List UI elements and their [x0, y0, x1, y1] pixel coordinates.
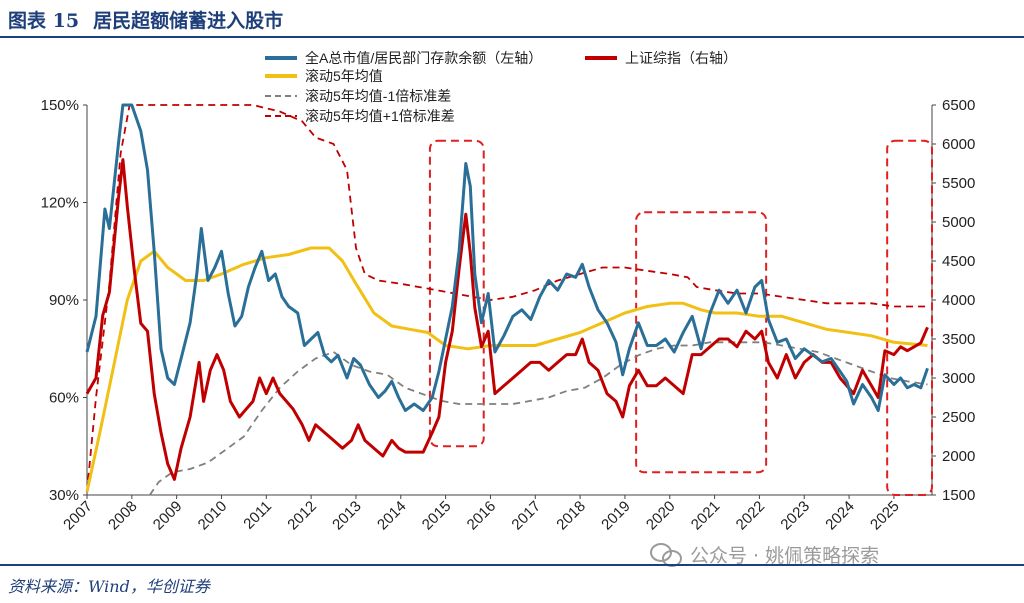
legend: 全A总市值/居民部门存款余额（左轴） 上证综指（右轴） 滚动5年均值滚动5年均值-1…	[265, 50, 737, 124]
x-tick-label: 2019	[598, 498, 634, 534]
figure-title: 图表 15 居民超额储蓄进入股市	[8, 4, 283, 34]
x-tick-label: 2011	[240, 498, 275, 533]
axes: 30% 60% 90% 120% 150% 1500 2000 2500 3000 3500 400…	[41, 97, 976, 533]
x-tick-label: 2017	[508, 498, 544, 534]
x-tick-label: 2024	[822, 498, 858, 534]
source-note: 资料来源：Wind，华创证券	[8, 577, 210, 596]
left-tick-label: 30%	[49, 487, 79, 504]
series-line-3	[149, 341, 928, 496]
series-line-1	[85, 158, 929, 481]
x-tick-label: 2012	[284, 498, 320, 534]
x-tick-label: 2014	[374, 498, 410, 534]
left-tick-label: 60%	[49, 390, 79, 407]
legend-label: 滚动5年均值+1倍标准差	[305, 108, 455, 124]
chart: 30% 60% 90% 120% 150% 1500 2000 2500 3000 3500 400…	[41, 50, 976, 533]
right-tick-label: 1500	[942, 487, 975, 504]
right-tick-label: 5000	[942, 214, 975, 231]
highlight-box	[886, 139, 934, 496]
x-tick-label: 2008	[105, 498, 141, 534]
left-tick-label: 120%	[41, 195, 79, 212]
right-tick-label: 2000	[942, 448, 975, 465]
left-tick-label: 150%	[41, 97, 79, 114]
figure-title-text: 居民超额储蓄进入股市	[93, 9, 284, 32]
x-tick-label: 2009	[150, 498, 186, 534]
series-line-0	[85, 103, 929, 412]
bottom-rule	[0, 564, 1024, 566]
legend-label: 上证综指（右轴）	[625, 50, 737, 66]
right-tick-label: 3500	[942, 331, 975, 348]
x-tick-label: 2016	[464, 498, 500, 534]
right-tick-label: 4500	[942, 253, 975, 270]
x-tick-label: 2020	[643, 498, 679, 534]
x-tick-label: 2025	[867, 498, 903, 534]
wechat-icon	[650, 542, 684, 567]
legend-label: 全A总市值/居民部门存款余额（左轴）	[305, 50, 542, 66]
right-tick-label: 2500	[942, 409, 975, 426]
series-line-4	[86, 104, 928, 492]
figure-number: 图表 15	[8, 9, 80, 32]
x-tick-label: 2010	[195, 498, 231, 534]
legend-label: 滚动5年均值-1倍标准差	[305, 88, 451, 104]
x-tick-label: 2022	[733, 498, 769, 534]
left-tick-label: 90%	[49, 292, 79, 309]
x-tick-label: 2018	[553, 498, 589, 534]
right-tick-label: 3000	[942, 370, 975, 387]
right-tick-label: 4000	[942, 292, 975, 309]
x-tick-label: 2021	[688, 498, 724, 534]
top-rule	[0, 36, 1024, 38]
x-tick-label: 2015	[419, 498, 455, 534]
series-line-2	[85, 246, 928, 493]
highlight-boxes	[428, 139, 934, 496]
series-lines	[85, 103, 929, 496]
highlight-box	[428, 139, 485, 448]
right-tick-label: 6500	[942, 97, 975, 114]
right-tick-label: 5500	[942, 175, 975, 192]
x-tick-label: 2013	[329, 498, 365, 534]
legend-label: 滚动5年均值	[305, 68, 383, 84]
x-tick-label: 2023	[777, 498, 813, 534]
watermark-text: 公众号 · 姚佩策略探索	[690, 545, 880, 567]
right-tick-label: 6000	[942, 136, 975, 153]
